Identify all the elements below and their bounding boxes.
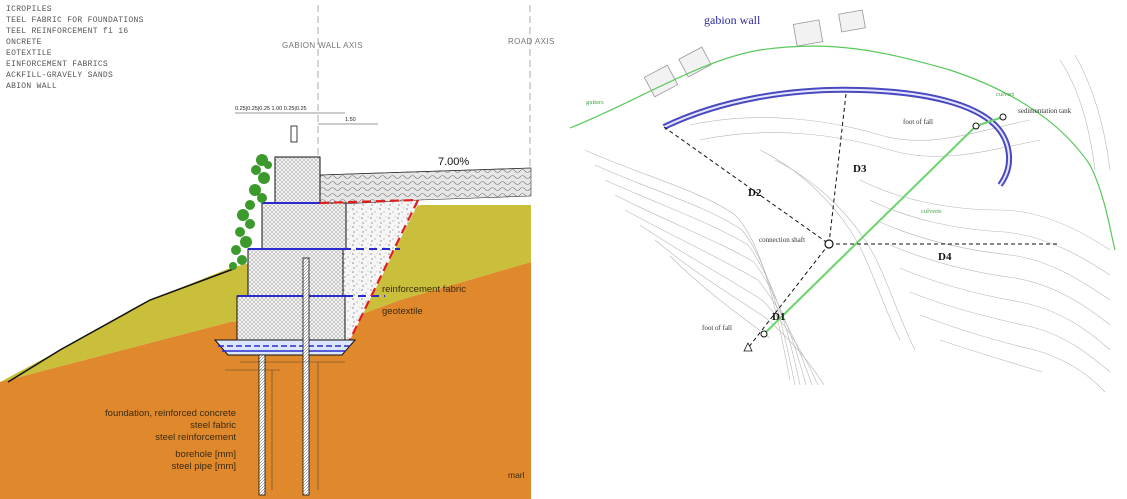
road-surface-line — [319, 167, 532, 176]
legend-item: ABION WALL — [6, 82, 57, 91]
culverts-label: culverts — [921, 208, 942, 215]
gutters-label: gutters — [586, 99, 604, 106]
gutter-line — [569, 45, 1116, 251]
d3-label: D3 — [853, 163, 867, 175]
foundation-slab — [213, 339, 357, 356]
connection-shaft-marker — [824, 239, 834, 249]
gabion-basket-2 — [247, 248, 344, 297]
top-post — [290, 125, 298, 143]
foundation-label: foundation, reinforced concrete — [105, 408, 236, 419]
legend-item: ACKFILL-GRAVELY SANDS — [6, 71, 113, 80]
micropile-left — [258, 354, 266, 496]
micropile-right — [302, 257, 310, 496]
legend-item: TEEL REINFORCEMENT fi 16 — [6, 27, 128, 36]
connection-shaft-label: connection shaft — [759, 236, 805, 244]
gabion-axis-title: GABION WALL AXIS — [282, 41, 363, 50]
ground-line — [7, 267, 237, 383]
contour-lines — [584, 54, 1111, 393]
reinforcement-fabric-label: reinforcement fabric — [382, 284, 466, 295]
legend-item: EOTEXTILE — [6, 49, 52, 58]
geotextile-label: geotextile — [382, 306, 423, 317]
legend-item: EINFORCEMENT FABRICS — [6, 60, 108, 69]
gabion-basket-4 — [274, 156, 321, 204]
road-axis-title: ROAD AXIS — [508, 37, 555, 46]
borehole-label: borehole [mm] — [175, 449, 236, 460]
marl-label: marl — [508, 470, 525, 480]
culvert-top-label: culvert — [996, 91, 1014, 98]
legend-block: ICROPILES TEEL FABRIC FOR FOUNDATIONS TE… — [6, 5, 144, 91]
geotextile-red — [319, 198, 419, 351]
buildings — [643, 9, 866, 98]
dimension-top: 0.25|0.25|0.25 1.00 0.25|0.25 — [235, 106, 307, 112]
foot-of-fall-bottom-marker — [760, 330, 768, 338]
dimension-right: 1.50 — [345, 117, 356, 123]
culvert-lines — [763, 116, 1004, 335]
cross-section-drawing: 0.25|0.25|0.25 1.00 0.25|0.25 1.50 ICROP… — [0, 5, 555, 499]
legend-item: ONCRETE — [6, 38, 42, 47]
vegetation — [229, 154, 272, 270]
d4-label: D4 — [938, 251, 952, 263]
gabion-basket-3 — [261, 202, 347, 250]
gabion-basket-1 — [236, 295, 346, 343]
legend-item: ICROPILES — [6, 5, 52, 14]
foot-of-fall-top-label: foot of fall — [903, 118, 933, 126]
gabion-wall-title: gabion wall — [704, 13, 761, 27]
sedimentation-tank-marker — [999, 113, 1007, 121]
steel-pipe-label: steel pipe [mm] — [172, 461, 236, 472]
outlet-marker — [743, 342, 753, 352]
d1-label: D1 — [772, 311, 785, 323]
slope-label: 7.00% — [438, 156, 469, 168]
sedimentation-tank-label: sedimentation tank — [1018, 107, 1072, 115]
steel-fabric-label: steel fabric — [190, 420, 236, 431]
plan-view-drawing: gabion wall gutters culvert culverts foo… — [569, 9, 1116, 393]
foot-of-fall-bottom-label: foot of fall — [702, 324, 732, 332]
d2-label: D2 — [748, 187, 762, 199]
steel-reinforcement-label: steel reinforcement — [155, 432, 236, 443]
marl-soil-layer — [0, 262, 531, 499]
foot-of-fall-top-marker — [972, 122, 980, 130]
distance-lines — [663, 93, 1058, 349]
reinforcement-blue-lines — [237, 202, 400, 297]
legend-item: TEEL FABRIC FOR FOUNDATIONS — [6, 16, 144, 25]
